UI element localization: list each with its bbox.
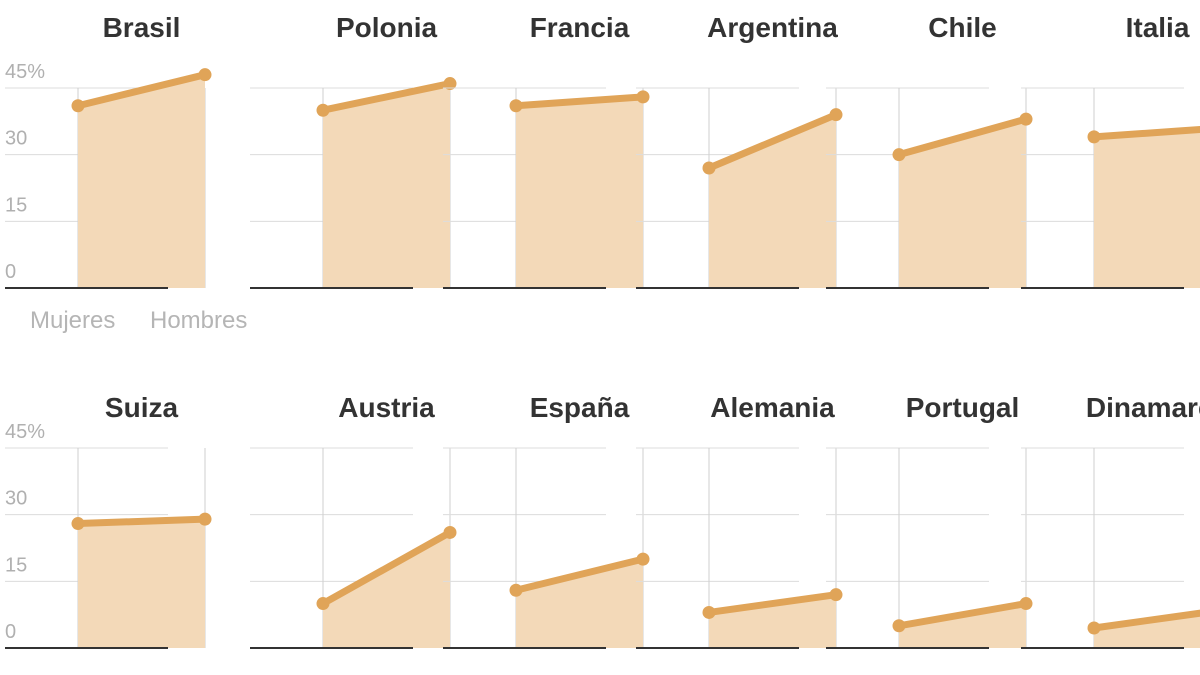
data-point	[636, 552, 650, 566]
area-fill	[78, 519, 205, 648]
x-label-mujeres: Mujeres	[30, 307, 115, 334]
panel-title: Alemania	[710, 392, 835, 423]
y-tick-label: 15	[5, 194, 27, 216]
y-tick-label: 15	[5, 554, 27, 576]
data-point	[829, 588, 843, 602]
area-fill	[899, 603, 1026, 648]
panel-title: España	[530, 392, 630, 423]
data-point	[702, 161, 716, 175]
x-label-hombres: Hombres	[150, 307, 247, 334]
series-line	[895, 115, 1030, 159]
data-point	[509, 99, 523, 113]
data-point	[316, 597, 330, 611]
area-fill	[709, 594, 836, 648]
series-line	[895, 600, 1030, 630]
y-tick-label: 30	[5, 488, 27, 510]
y-tick-label: 30	[5, 128, 27, 150]
area-fill	[78, 74, 205, 289]
data-point	[71, 99, 85, 113]
area-fill	[323, 532, 450, 648]
data-point	[316, 103, 330, 117]
panel-title: Italia	[1126, 12, 1190, 43]
data-point	[1087, 621, 1101, 635]
area-fill	[516, 559, 643, 648]
area-fill	[899, 119, 1026, 288]
panel-title: Argentina	[707, 12, 838, 43]
series-line	[74, 515, 209, 528]
panel-title: Francia	[530, 12, 630, 43]
panel-title: Dinamarca	[1086, 392, 1200, 423]
panel-title: Suiza	[105, 392, 179, 423]
data-point	[892, 148, 906, 162]
panel-title: Chile	[928, 12, 996, 43]
data-point	[71, 517, 85, 531]
area-fill	[1094, 613, 1200, 648]
data-point	[1087, 130, 1101, 144]
series-line	[705, 591, 840, 616]
data-point	[198, 512, 212, 526]
data-point	[892, 619, 906, 633]
data-point	[1019, 597, 1033, 611]
y-tick-label: 0	[5, 621, 16, 643]
area-fill	[516, 96, 643, 288]
series-line	[319, 80, 454, 114]
series-line	[74, 71, 209, 110]
data-point	[443, 525, 457, 539]
series-line	[319, 528, 454, 608]
y-tick-label: 45%	[5, 421, 45, 443]
series-line	[512, 555, 647, 594]
panel-title: Brasil	[103, 12, 181, 43]
y-tick-label: 0	[5, 261, 16, 283]
y-tick-label: 45%	[5, 61, 45, 83]
data-point	[198, 68, 212, 82]
data-point	[509, 583, 523, 597]
area-fill	[323, 83, 450, 288]
data-point	[702, 605, 716, 619]
data-point	[636, 90, 650, 104]
panel-title: Polonia	[336, 12, 438, 43]
panel-title: Portugal	[906, 392, 1020, 423]
panel-title: Austria	[338, 392, 435, 423]
area-fill	[1094, 129, 1200, 288]
data-point	[1019, 112, 1033, 126]
data-point	[443, 77, 457, 91]
series-line	[705, 111, 840, 172]
series-line	[512, 93, 647, 110]
data-point	[829, 108, 843, 122]
